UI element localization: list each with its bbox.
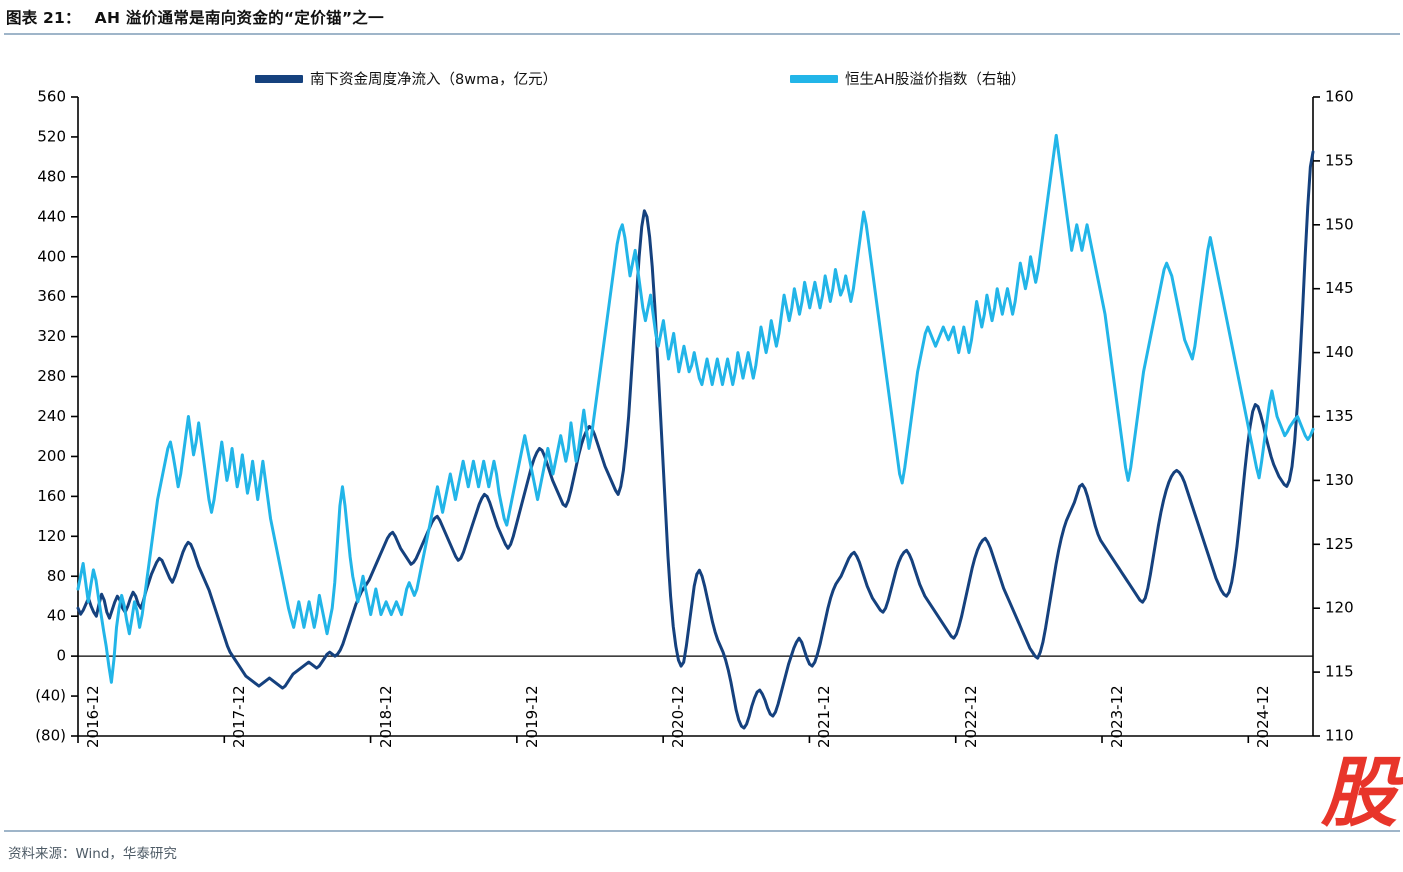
- left-axis-tick-label: 40: [47, 607, 66, 625]
- x-axis-tick-label: 2016-12: [84, 685, 102, 748]
- exhibit-header: 图表 21： AH 溢价通常是南向资金的“定价锚”之一: [0, 0, 1403, 34]
- left-axis: (80) (40) 0 40 80 120 160 200 240 280 320 360 400 440…: [35, 88, 79, 745]
- right-axis-tick-label: 140: [1325, 343, 1354, 361]
- left-axis-tick-label: 480: [37, 167, 66, 185]
- x-axis-tick-label: 2021-12: [815, 685, 834, 748]
- left-axis-tick-label: 200: [37, 447, 66, 465]
- x-axis-tick-label: 2022-12: [961, 685, 980, 748]
- page-title: AH 溢价通常是南向资金的“定价锚”之一: [94, 9, 384, 27]
- right-axis-tick-label: 155: [1325, 151, 1354, 169]
- x-axis-tick-label: 2017-12: [230, 685, 249, 748]
- source-note: 资料来源：Wind，华泰研究: [8, 846, 177, 862]
- series-lines: [76, 133, 1315, 730]
- right-axis-tick-label: 110: [1325, 727, 1354, 745]
- x-axis-tick-label: 2024-12: [1254, 685, 1273, 748]
- legend-item-ah-premium[interactable]: 恒生AH股溢价指数（右轴）: [790, 68, 1025, 89]
- right-axis: 110 115 120 125 130 135 140 145 150 155 160: [1312, 88, 1354, 745]
- series-line-southbound-flow: [76, 150, 1315, 730]
- header-divider: [4, 33, 1400, 35]
- right-axis-tick-label: 130: [1325, 471, 1354, 489]
- legend-item-southbound-flow[interactable]: 南下资金周度净流入（8wma，亿元）: [255, 68, 557, 89]
- left-axis-tick-label: 240: [37, 407, 66, 425]
- right-axis-tick-label: 135: [1325, 407, 1354, 425]
- legend-label-ah-premium: 恒生AH股溢价指数（右轴）: [845, 72, 1026, 88]
- x-axis-tick-label: 2018-12: [376, 685, 395, 748]
- right-axis-tick-label: 125: [1325, 535, 1354, 553]
- left-axis-tick-label: 80: [47, 567, 66, 585]
- series-line-ah-premium: [76, 133, 1315, 684]
- exhibit-label: 图表 21：: [6, 9, 81, 27]
- left-axis-tick-label: 320: [37, 327, 66, 345]
- left-axis-tick-label: 560: [37, 88, 66, 106]
- chart-legend: 南下资金周度净流入（8wma，亿元） 恒生AH股溢价指数（右轴）: [0, 68, 1403, 94]
- x-axis-tick-label: 2020-12: [669, 685, 688, 748]
- legend-label-southbound-flow: 南下资金周度净流入（8wma，亿元）: [310, 72, 558, 88]
- right-axis-tick-label: 150: [1325, 215, 1354, 233]
- left-axis-tick-label: 280: [37, 367, 66, 385]
- x-axis: [77, 735, 1313, 743]
- left-axis-tick-label: 520: [37, 127, 66, 145]
- right-axis-tick-label: 145: [1325, 279, 1354, 297]
- footer-divider: [4, 830, 1400, 832]
- right-axis-tick-label: 120: [1325, 599, 1354, 617]
- publisher-watermark: 股: [1321, 748, 1397, 837]
- right-axis-tick-label: 160: [1325, 88, 1354, 106]
- left-axis-tick-label: 160: [37, 487, 66, 505]
- left-axis-tick-label: 0: [56, 647, 66, 665]
- left-axis-tick-label: 400: [37, 247, 66, 265]
- left-axis-tick-label: 360: [37, 287, 66, 305]
- left-axis-tick-label: 120: [37, 527, 66, 545]
- x-axis-tick-label: 2019-12: [522, 685, 541, 748]
- legend-swatch-navy: [255, 74, 303, 83]
- left-axis-tick-label: (40): [35, 687, 66, 705]
- x-axis-tick-label: 2023-12: [1108, 685, 1126, 748]
- left-axis-tick-label: 440: [37, 207, 66, 225]
- left-axis-tick-label: (80): [35, 727, 66, 745]
- right-axis-tick-label: 115: [1325, 663, 1354, 681]
- legend-swatch-cyan: [790, 74, 838, 83]
